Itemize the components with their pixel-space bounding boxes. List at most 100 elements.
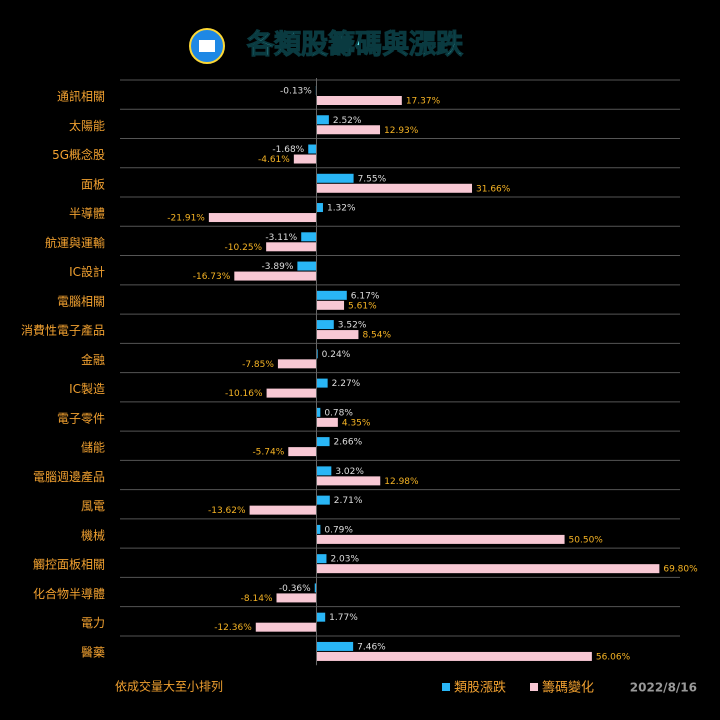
category-label: 面板 bbox=[81, 177, 105, 191]
value-label: 31.66% bbox=[476, 184, 511, 194]
bar bbox=[314, 583, 317, 593]
category-label: 太陽能 bbox=[69, 118, 105, 133]
bar bbox=[316, 330, 359, 340]
value-label: 2.66% bbox=[334, 438, 363, 448]
category-label: 消費性電子產品 bbox=[21, 323, 105, 338]
bar bbox=[316, 437, 330, 447]
category-label: 金融 bbox=[81, 352, 105, 367]
value-label: -3.11% bbox=[265, 233, 297, 243]
bar bbox=[316, 407, 321, 417]
value-label: -5.74% bbox=[252, 448, 284, 458]
category-label: 儲能 bbox=[81, 441, 105, 455]
category-label: 電子零件 bbox=[57, 411, 105, 425]
legend-swatch bbox=[442, 683, 450, 691]
category-label: 半導體 bbox=[69, 207, 105, 221]
category-label: 化合物半導體 bbox=[33, 586, 105, 601]
bar bbox=[316, 564, 660, 574]
bar bbox=[316, 173, 354, 183]
value-label: -13.62% bbox=[208, 506, 246, 516]
bar bbox=[316, 466, 332, 476]
bar bbox=[316, 290, 347, 300]
bar bbox=[316, 115, 329, 125]
bar bbox=[316, 125, 381, 135]
value-label: 0.79% bbox=[324, 525, 353, 535]
value-label: 3.02% bbox=[335, 467, 364, 477]
bar bbox=[293, 154, 317, 164]
value-label: 4.35% bbox=[342, 418, 371, 428]
value-label: 50.50% bbox=[569, 535, 604, 545]
value-label: 2.52% bbox=[333, 116, 362, 126]
category-label: 通訊相關 bbox=[57, 89, 105, 104]
value-label: 8.54% bbox=[362, 331, 391, 341]
date: 2022/8/16 bbox=[630, 681, 697, 695]
value-label: 1.77% bbox=[329, 613, 358, 623]
logo-inner bbox=[199, 40, 215, 52]
value-label: 12.93% bbox=[384, 126, 419, 136]
value-label: -10.16% bbox=[225, 389, 263, 399]
bar bbox=[316, 534, 565, 544]
value-label: 2.03% bbox=[330, 555, 359, 565]
bar bbox=[316, 554, 327, 564]
value-label: -0.36% bbox=[279, 584, 311, 594]
category-label: 航運與運輸 bbox=[45, 235, 105, 250]
value-label: -16.73% bbox=[193, 272, 231, 282]
category-label: IC製造 bbox=[69, 382, 105, 396]
bar bbox=[316, 495, 330, 505]
note: 依成交量大至小排列 bbox=[115, 679, 223, 694]
value-label: -1.68% bbox=[272, 145, 304, 155]
value-label: -12.36% bbox=[214, 623, 252, 633]
value-label: 0.24% bbox=[322, 350, 351, 360]
category-label: 觸控面板相關 bbox=[33, 557, 105, 572]
value-label: -3.89% bbox=[262, 262, 294, 272]
value-label: -21.91% bbox=[167, 214, 205, 224]
bar bbox=[308, 144, 317, 154]
value-label: -10.25% bbox=[225, 243, 263, 253]
bar bbox=[316, 524, 321, 534]
bar bbox=[208, 213, 317, 223]
bar bbox=[316, 476, 381, 486]
value-label: 6.17% bbox=[351, 291, 380, 301]
bar bbox=[297, 261, 317, 271]
category-label: 電腦相關 bbox=[57, 293, 105, 308]
value-label: 7.46% bbox=[357, 642, 386, 652]
bar bbox=[316, 349, 318, 359]
bar bbox=[301, 232, 317, 242]
value-label: 5.61% bbox=[348, 301, 377, 311]
value-label: 7.55% bbox=[358, 174, 387, 184]
category-label: 醫藥 bbox=[81, 645, 105, 659]
category-label: 電力 bbox=[81, 616, 105, 630]
value-label: 0.78% bbox=[324, 408, 353, 418]
value-label: -4.61% bbox=[258, 155, 290, 165]
value-label: -0.13% bbox=[280, 87, 312, 97]
bar bbox=[276, 593, 317, 603]
category-label: 風電 bbox=[81, 499, 105, 513]
category-label: 5G概念股 bbox=[52, 147, 105, 162]
bar bbox=[316, 641, 354, 651]
bar bbox=[255, 622, 317, 632]
bar bbox=[316, 300, 345, 310]
bar bbox=[277, 359, 317, 369]
bar bbox=[316, 96, 402, 105]
value-label: 56.06% bbox=[596, 652, 631, 662]
bar bbox=[288, 447, 317, 457]
bar bbox=[316, 203, 323, 213]
bar bbox=[316, 183, 473, 193]
legend-label: 類股漲跌 bbox=[454, 680, 506, 696]
value-label: 17.37% bbox=[406, 97, 441, 107]
bar bbox=[316, 651, 592, 661]
value-label: 3.52% bbox=[338, 321, 367, 331]
value-label: -7.85% bbox=[242, 360, 274, 370]
value-label: 2.27% bbox=[332, 379, 361, 389]
bar bbox=[316, 378, 328, 388]
bar bbox=[316, 612, 326, 622]
value-label: 12.98% bbox=[384, 477, 419, 487]
bar bbox=[249, 505, 317, 515]
legend-swatch bbox=[530, 683, 538, 691]
category-label: 機械 bbox=[81, 527, 105, 542]
category-label: IC設計 bbox=[69, 264, 105, 279]
bar bbox=[266, 388, 317, 398]
value-label: 2.71% bbox=[334, 496, 363, 506]
bar bbox=[316, 320, 334, 330]
legend-label: 籌碼變化 bbox=[542, 680, 594, 696]
